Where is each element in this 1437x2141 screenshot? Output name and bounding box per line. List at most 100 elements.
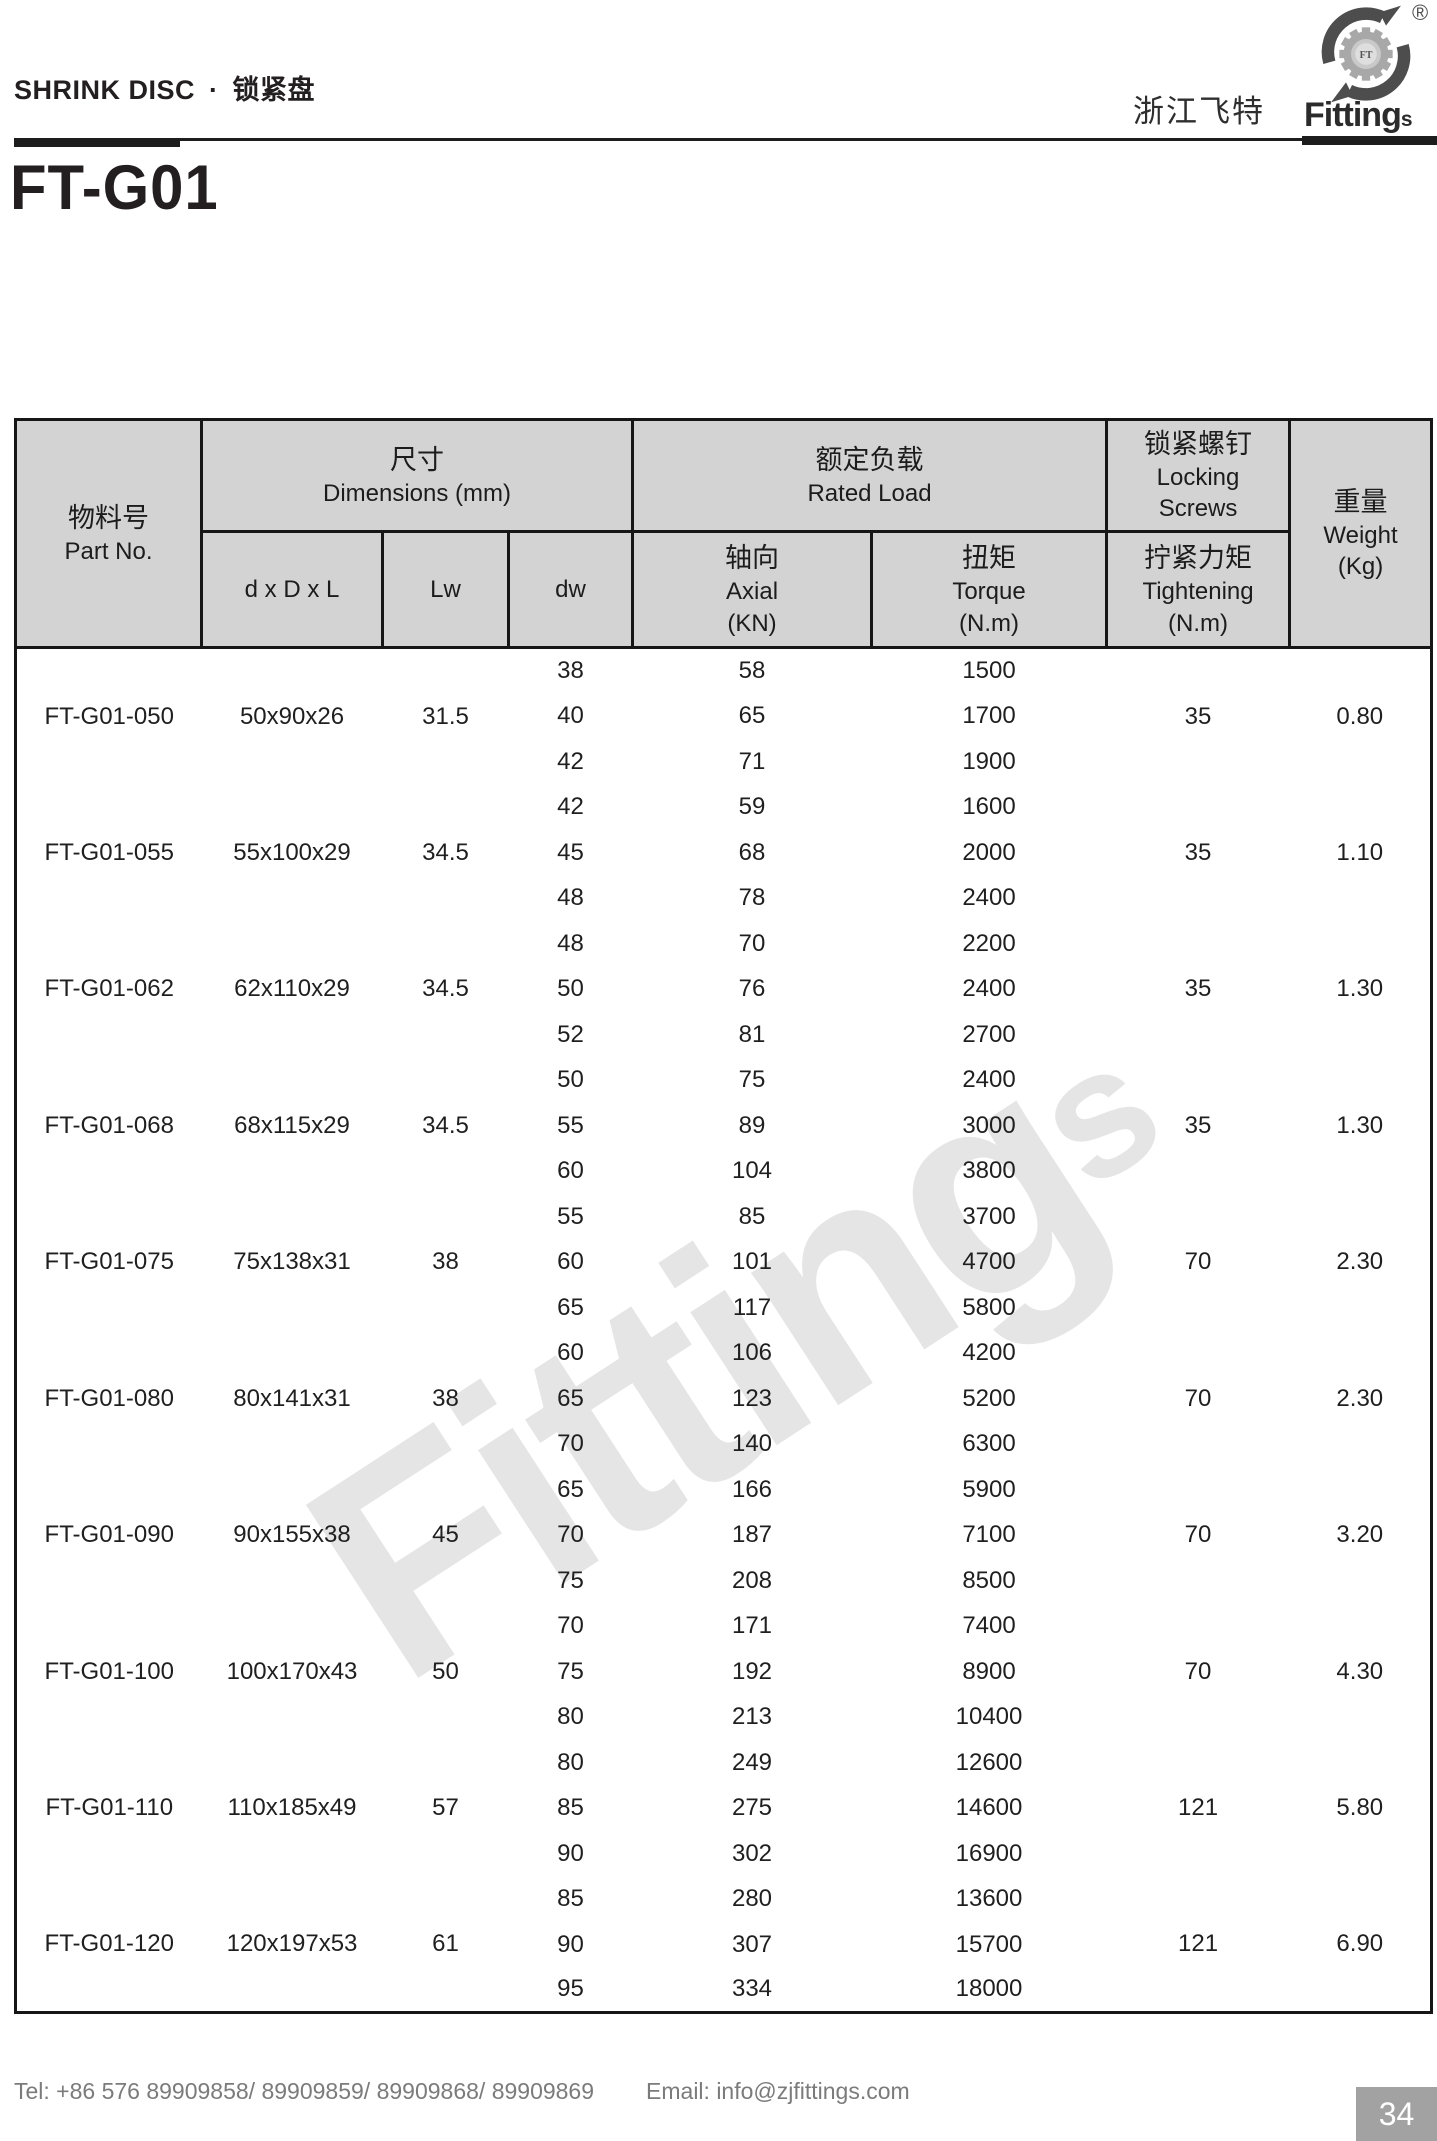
dw-cell: 60 xyxy=(557,1248,584,1276)
part-no-cell: FT-G01-090 xyxy=(44,1521,174,1549)
table-row: 52 81 2700 xyxy=(16,1012,1432,1058)
torque-cell: 5900 xyxy=(962,1475,1016,1503)
locking-screws-label-en1: Locking xyxy=(1156,464,1240,492)
col-header-dimensions: 尺寸 Dimensions (mm) xyxy=(199,417,635,534)
axial-cell: 75 xyxy=(738,1066,766,1094)
torque-cell: 1500 xyxy=(962,657,1016,685)
dimensions-label-cn: 尺寸 xyxy=(390,444,444,475)
lw-cell: 34.5 xyxy=(422,975,469,1003)
dw-cell: 75 xyxy=(557,1566,584,1594)
table-row: 90 302 16900 xyxy=(16,1831,1432,1877)
weight-cell: 2.30 xyxy=(1336,1248,1384,1276)
lw-cell: 31.5 xyxy=(422,702,469,730)
lw-cell: 50 xyxy=(432,1657,459,1685)
weight-label-cn: 重量 xyxy=(1333,487,1388,517)
header-rule-thin xyxy=(180,138,1302,141)
table-row: FT-G01-068 68x115x29 34.5 50 75 2400 35 1.30 xyxy=(16,1057,1432,1139)
dw-cell: 90 xyxy=(557,1930,584,1958)
tightening-cell: 35 xyxy=(1184,975,1212,1003)
torque-label-en: Torque xyxy=(952,578,1026,606)
torque-cell: 2400 xyxy=(962,1066,1016,1094)
brand-name-main: Fitting xyxy=(1304,96,1402,134)
dims-cell: 80x141x31 xyxy=(233,1384,351,1412)
table-row: 55 89 3000 xyxy=(16,1103,1432,1149)
table-row: FT-G01-055 55x100x29 34.5 42 59 1600 35 1.10 xyxy=(16,784,1432,866)
part-no-cell: FT-G01-068 xyxy=(44,1111,174,1139)
weight-label-en: Weight xyxy=(1323,522,1398,550)
dw-cell: 55 xyxy=(557,1202,584,1230)
brand-logo-gear-icon: FT xyxy=(1316,4,1416,104)
part-no-cell: FT-G01-100 xyxy=(44,1657,174,1685)
axial-cell: 140 xyxy=(731,1430,773,1458)
table-row: FT-G01-062 62x110x29 34.5 48 70 2200 35 1.30 xyxy=(16,921,1432,1003)
dw-cell: 85 xyxy=(557,1794,584,1822)
dimensions-label-en: Dimensions (mm) xyxy=(323,479,512,507)
col-header-dxdxl: d x D x L xyxy=(200,530,384,650)
dims-cell: 100x170x43 xyxy=(226,1657,358,1685)
part-no-cell: FT-G01-055 xyxy=(44,838,174,866)
torque-cell: 6300 xyxy=(962,1430,1016,1458)
torque-cell: 3800 xyxy=(962,1157,1016,1185)
dw-cell: 50 xyxy=(557,975,584,1003)
col-header-axial: 轴向 Axial (KN) xyxy=(631,530,874,650)
dw-cell: 65 xyxy=(557,1384,584,1412)
part-no-cell: FT-G01-110 xyxy=(45,1794,174,1822)
col-header-weight: 重量 Weight (Kg) xyxy=(1288,417,1434,650)
torque-cell: 10400 xyxy=(955,1703,1023,1731)
weight-cell: 2.30 xyxy=(1336,1384,1384,1412)
torque-cell: 1900 xyxy=(962,747,1016,775)
part-no-cell: FT-G01-080 xyxy=(44,1384,174,1412)
table-row: 95 334 18000 xyxy=(16,1967,1432,2013)
tightening-cell: 121 xyxy=(1178,1929,1219,1957)
weight-cell: 3.20 xyxy=(1336,1521,1384,1549)
registered-trademark-icon: ® xyxy=(1412,0,1429,25)
lw-cell: 38 xyxy=(432,1248,459,1276)
torque-cell: 8500 xyxy=(962,1566,1016,1594)
part-no-cell: FT-G01-062 xyxy=(44,975,174,1003)
torque-cell: 5800 xyxy=(962,1293,1016,1321)
page-number-badge: 34 xyxy=(1356,2087,1437,2141)
dw-cell: 52 xyxy=(557,1020,584,1048)
torque-cell: 3000 xyxy=(962,1111,1016,1139)
col-header-dw: dw xyxy=(506,530,635,650)
dw-cell: 60 xyxy=(557,1339,584,1367)
page-number: 34 xyxy=(1378,2095,1415,2132)
tightening-cell: 70 xyxy=(1184,1248,1212,1276)
tightening-label-en: Tightening xyxy=(1142,578,1254,606)
section-title-separator: · xyxy=(209,75,219,105)
axial-cell: 123 xyxy=(731,1384,773,1412)
col-header-part-no: 物料号 Part No. xyxy=(14,417,203,650)
dw-cell: 95 xyxy=(557,1975,584,2003)
torque-cell: 5200 xyxy=(962,1384,1016,1412)
torque-unit-label: (N.m) xyxy=(959,609,1020,637)
axial-cell: 187 xyxy=(731,1521,773,1549)
part-no-cell: FT-G01-050 xyxy=(44,702,174,730)
dims-cell: 90x155x38 xyxy=(233,1521,351,1549)
spec-table-header: 物料号 Part No. 尺寸 Dimensions (mm) 额定负载 Rat… xyxy=(14,417,1434,650)
dw-cell: 48 xyxy=(557,884,584,912)
weight-cell: 1.30 xyxy=(1336,975,1384,1003)
dw-cell: 55 xyxy=(557,1111,584,1139)
axial-cell: 307 xyxy=(731,1930,773,1958)
axial-label-en: Axial xyxy=(726,578,779,606)
dw-cell: 50 xyxy=(557,1066,584,1094)
axial-cell: 65 xyxy=(738,702,766,730)
weight-unit-label: (Kg) xyxy=(1337,553,1384,581)
axial-cell: 302 xyxy=(731,1839,773,1867)
axial-cell: 171 xyxy=(731,1612,773,1640)
axial-cell: 213 xyxy=(731,1703,773,1731)
dims-cell: 68x115x29 xyxy=(234,1111,350,1139)
table-row: FT-G01-110 110x185x49 57 80 249 12600 121 5.80 xyxy=(16,1740,1432,1822)
weight-cell: 4.30 xyxy=(1336,1657,1384,1685)
dw-cell: 42 xyxy=(557,747,584,775)
table-row: 48 78 2400 xyxy=(16,875,1432,921)
rated-load-label-en: Rated Load xyxy=(807,479,932,507)
brand-name-suffix: s xyxy=(1400,108,1413,131)
axial-cell: 68 xyxy=(738,838,766,866)
brand-name-chinese: 浙江飞特 xyxy=(1133,94,1265,129)
axial-cell: 106 xyxy=(731,1339,773,1367)
axial-unit-label: (KN) xyxy=(727,609,777,637)
table-row: FT-G01-050 50x90x26 31.5 38 58 1500 35 0.80 xyxy=(16,648,1432,730)
torque-cell: 14600 xyxy=(955,1794,1023,1822)
dw-cell: 70 xyxy=(557,1430,584,1458)
